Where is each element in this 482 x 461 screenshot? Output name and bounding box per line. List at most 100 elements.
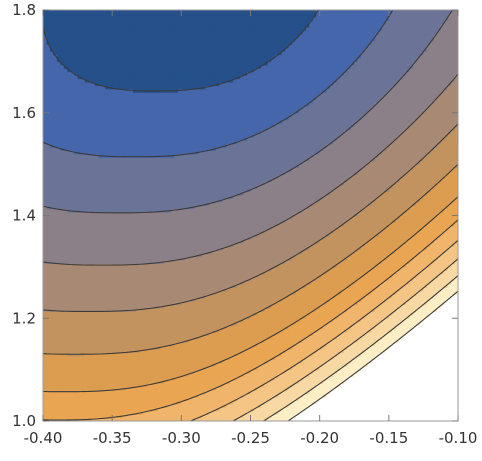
contour-cell: [77, 393, 82, 398]
contour-cell: [426, 397, 431, 402]
contour-cell: [49, 335, 54, 340]
contour-cell: [181, 366, 186, 371]
contour-cell: [132, 407, 137, 412]
contour-cell: [195, 297, 200, 302]
contour-cell: [136, 386, 141, 391]
contour-cell: [354, 397, 359, 402]
contour-cell: [98, 287, 103, 292]
contour-cell: [440, 376, 445, 381]
contour-cell: [198, 338, 203, 343]
contour-cell: [409, 376, 414, 381]
contour-cell: [419, 314, 425, 319]
contour-cell: [326, 379, 331, 384]
contour-cell: [94, 407, 99, 412]
contour-cell: [312, 403, 317, 408]
contour-cell: [122, 304, 127, 309]
contour-cell: [413, 397, 418, 402]
contour-cell: [433, 297, 438, 302]
contour-cell: [150, 277, 155, 282]
contour-cell: [257, 362, 262, 367]
contour-cell: [150, 362, 155, 367]
contour-cell: [257, 301, 262, 306]
contour-cell: [184, 294, 189, 299]
contour-cell: [309, 407, 314, 412]
contour-cell: [49, 359, 54, 364]
contour-cell: [74, 277, 79, 282]
contour-cell: [81, 318, 86, 323]
contour-cell: [243, 400, 248, 405]
contour-cell: [430, 290, 435, 295]
contour-cell: [112, 373, 117, 378]
contour-cell: [295, 349, 300, 354]
contour-cell: [74, 318, 79, 323]
contour-cell: [146, 403, 151, 408]
contour-cell: [333, 383, 338, 388]
contour-cell: [333, 373, 338, 378]
contour-cell: [423, 359, 428, 364]
contour-cell: [70, 407, 75, 412]
contour-cell: [336, 307, 342, 312]
contour-cell: [454, 373, 458, 378]
contour-cell: [160, 301, 165, 306]
contour-cell: [264, 352, 269, 357]
contour-cell: [385, 304, 390, 309]
contour-cell: [157, 280, 162, 285]
contour-cell: [74, 338, 79, 343]
contour-cell: [67, 403, 72, 408]
contour-cell: [409, 414, 414, 419]
contour-cell: [153, 366, 158, 371]
contour-cell: [181, 359, 186, 364]
contour-cell: [302, 307, 307, 312]
contour-cell: [347, 290, 352, 295]
contour-cell: [150, 407, 155, 412]
contour-cell: [361, 403, 366, 408]
contour-cell: [440, 314, 445, 319]
contour-cell: [87, 379, 93, 384]
contour-cell: [122, 325, 127, 330]
contour-cell: [126, 297, 131, 302]
contour-cell: [305, 369, 310, 374]
contour-cell: [150, 342, 155, 347]
contour-cell: [323, 287, 328, 292]
contour-cell: [247, 345, 252, 350]
contour-cell: [447, 345, 452, 350]
contour-cell: [413, 403, 418, 408]
contour-cell: [336, 390, 342, 395]
contour-cell: [292, 304, 297, 309]
contour-cell: [70, 410, 75, 415]
contour-cell: [357, 369, 362, 374]
contour-cell: [212, 390, 217, 395]
contour-cell: [195, 314, 200, 319]
contour-cell: [222, 397, 227, 402]
contour-cell: [195, 359, 200, 364]
contour-cell: [312, 335, 317, 340]
contour-cell: [188, 366, 193, 371]
contour-cell: [336, 294, 342, 299]
contour-cell: [406, 362, 411, 367]
contour-cell: [87, 349, 93, 354]
contour-cell: [202, 362, 207, 367]
contour-cell: [298, 325, 303, 330]
contour-cell: [250, 376, 255, 381]
contour-cell: [281, 352, 286, 357]
contour-cell: [139, 342, 144, 347]
contour-cell: [56, 294, 61, 299]
contour-cell: [340, 301, 345, 306]
contour-cell: [143, 304, 148, 309]
contour-cell: [298, 280, 303, 285]
contour-cell: [212, 417, 217, 421]
contour-cell: [271, 280, 276, 285]
contour-cell: [177, 287, 182, 292]
contour-cell: [378, 410, 383, 415]
contour-cell: [143, 355, 148, 360]
contour-cell: [340, 335, 345, 340]
contour-cell: [316, 338, 321, 343]
contour-cell: [94, 369, 99, 374]
contour-cell: [212, 349, 217, 354]
contour-cell: [167, 359, 172, 364]
contour-cell: [139, 397, 144, 402]
contour-cell: [122, 390, 127, 395]
contour-cell: [333, 287, 338, 292]
contour-cell: [181, 345, 186, 350]
contour-cell: [381, 390, 386, 395]
